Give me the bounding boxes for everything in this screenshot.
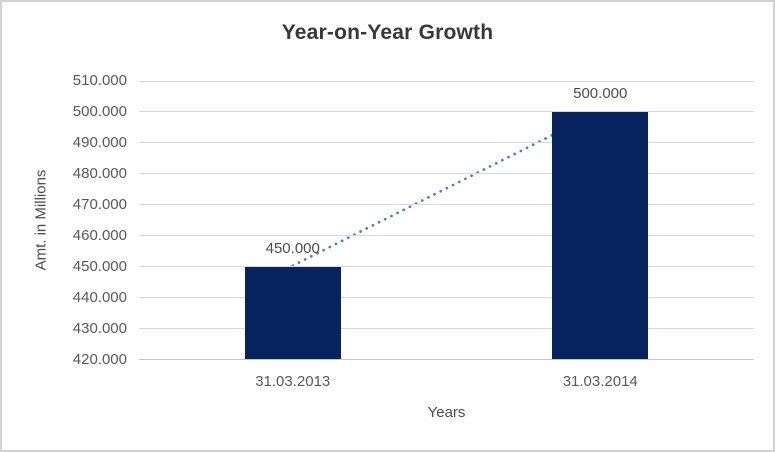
gridline: [139, 111, 754, 113]
y-tick-label: 420.000: [72, 350, 127, 368]
y-tick-label: 440.000: [72, 288, 127, 306]
y-tick-label: 460.000: [72, 226, 127, 244]
bar: [552, 111, 649, 360]
gridline: [139, 142, 754, 144]
y-tick-label: 500.000: [72, 102, 127, 120]
x-axis-line: [139, 359, 754, 360]
gridline: [139, 266, 754, 268]
y-tick-label: 480.000: [72, 164, 127, 182]
y-tick-label: 450.000: [72, 257, 127, 275]
gridline: [139, 173, 754, 175]
bar-data-label: 500.000: [573, 84, 628, 102]
x-tick-label: 31.03.2014: [562, 372, 638, 390]
x-tick-label: 31.03.2013: [255, 372, 331, 390]
bar-data-label: 450.000: [265, 239, 320, 257]
bar: [244, 266, 341, 360]
gridline: [139, 204, 754, 206]
gridline: [139, 328, 754, 330]
y-axis-title: Amt. in Millions: [32, 169, 50, 271]
y-tick-label: 490.000: [72, 133, 127, 151]
y-tick-label: 470.000: [72, 195, 127, 213]
y-tick-label: 510.000: [72, 72, 127, 89]
gridline: [139, 235, 754, 237]
chart-title: Year-on-Year Growth: [281, 21, 494, 44]
y-tick-label: 430.000: [72, 319, 127, 337]
gridline: [139, 297, 754, 299]
x-axis-title: Years: [427, 404, 466, 421]
gridline: [139, 80, 754, 82]
